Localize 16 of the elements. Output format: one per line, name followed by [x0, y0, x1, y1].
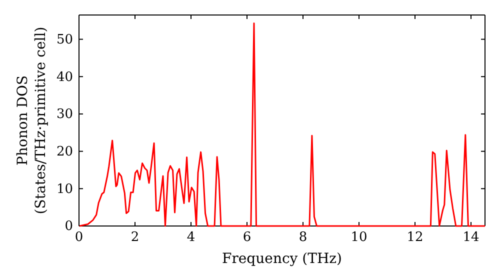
y-tick-label: 20: [56, 144, 73, 160]
x-axis-title: Frequency (THz): [222, 251, 342, 267]
x-tick-label: 12: [406, 230, 424, 246]
x-tick-label: 6: [242, 230, 252, 246]
y-tick-label: 10: [56, 182, 73, 197]
x-tick-label: 14: [462, 230, 480, 246]
x-tick-label: 0: [74, 230, 84, 246]
y-axis-title: Phonon DOS (States/THz·primitive cell): [15, 26, 49, 214]
x-tick-label: 8: [298, 230, 308, 246]
y-tick-label: 50: [56, 32, 73, 48]
y-tick-label: 30: [56, 107, 73, 122]
y-tick-label: 0: [64, 219, 73, 234]
y-tick-label: 40: [56, 70, 73, 85]
x-tick-label: 10: [350, 230, 368, 246]
x-tick-label: 4: [186, 230, 196, 246]
x-tick-label: 2: [130, 230, 140, 246]
